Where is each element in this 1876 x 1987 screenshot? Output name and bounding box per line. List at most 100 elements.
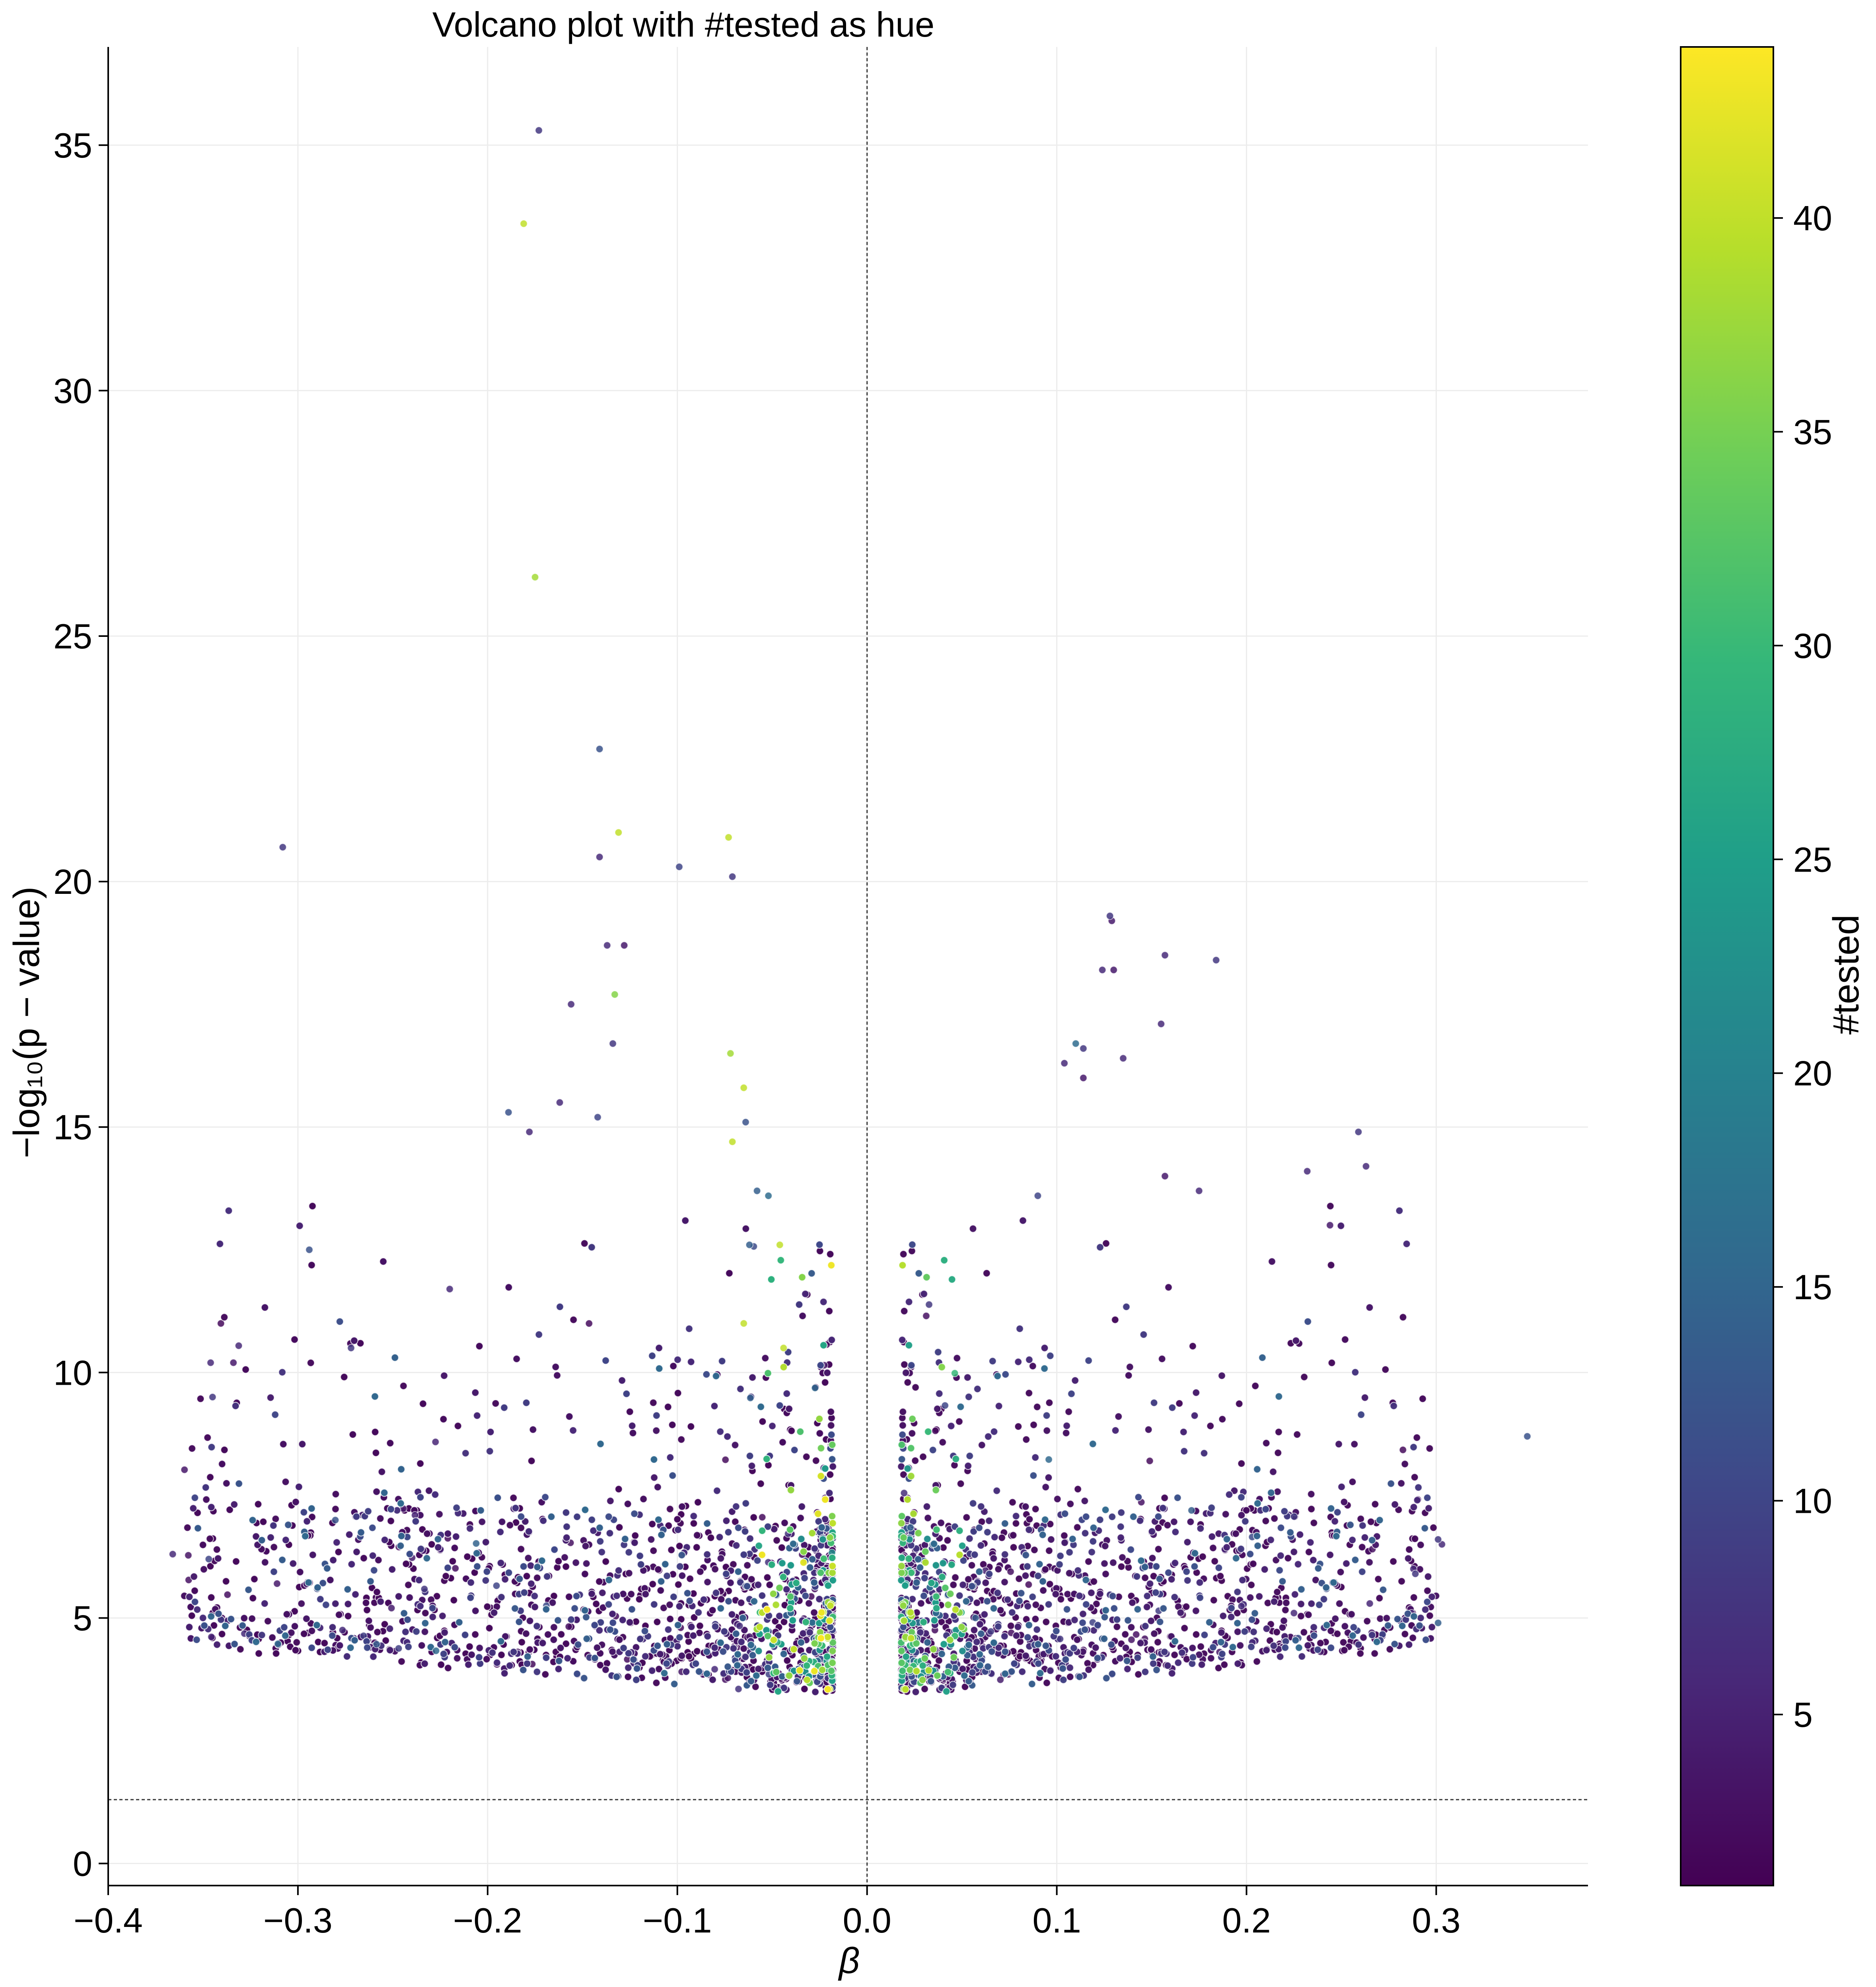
data-point xyxy=(218,1630,226,1638)
data-point xyxy=(264,1617,272,1625)
data-point xyxy=(903,1378,912,1387)
data-point xyxy=(1041,1344,1049,1352)
data-point xyxy=(639,1495,648,1503)
data-point xyxy=(517,1545,525,1553)
data-point xyxy=(1367,1518,1375,1526)
data-point xyxy=(778,1438,787,1446)
data-point xyxy=(1014,1423,1022,1430)
data-point xyxy=(1197,1643,1205,1651)
data-point xyxy=(1206,1422,1214,1430)
data-point xyxy=(1122,1644,1130,1652)
data-point xyxy=(562,1522,571,1531)
data-point xyxy=(710,1665,719,1674)
data-point xyxy=(333,1538,341,1547)
data-point xyxy=(300,1630,308,1638)
data-point xyxy=(493,1658,501,1667)
data-point xyxy=(372,1449,380,1457)
data-point xyxy=(1292,1337,1300,1345)
data-point xyxy=(1168,1669,1176,1678)
data-point xyxy=(207,1633,216,1641)
data-point xyxy=(1200,1449,1208,1458)
data-point xyxy=(1164,1283,1173,1292)
data-point xyxy=(475,1342,484,1350)
data-point xyxy=(1029,1421,1038,1429)
data-point xyxy=(1161,951,1169,959)
data-point xyxy=(675,1602,683,1610)
data-point xyxy=(1405,1545,1413,1554)
data-point xyxy=(1136,1639,1145,1647)
data-point xyxy=(1014,1623,1022,1631)
data-point xyxy=(478,1518,486,1526)
data-point xyxy=(1117,1522,1125,1531)
data-point xyxy=(1114,1412,1123,1421)
data-point xyxy=(1290,1609,1298,1617)
data-point xyxy=(902,1369,910,1377)
data-point xyxy=(1007,1622,1015,1630)
data-point xyxy=(329,1556,337,1564)
data-point xyxy=(748,1373,757,1382)
data-point xyxy=(282,1478,290,1486)
data-point xyxy=(1012,1631,1020,1640)
data-point xyxy=(985,1517,993,1525)
data-point xyxy=(652,1679,660,1687)
data-point xyxy=(553,1371,561,1380)
data-point xyxy=(1340,1498,1348,1506)
data-point xyxy=(1232,1530,1240,1538)
data-point xyxy=(1375,1594,1384,1602)
data-point xyxy=(200,1565,208,1573)
data-point xyxy=(687,1423,695,1430)
data-point xyxy=(180,1465,189,1474)
data-point xyxy=(1000,1578,1009,1586)
data-point xyxy=(631,1532,639,1540)
data-point xyxy=(428,1540,436,1549)
data-point xyxy=(1246,1594,1254,1602)
data-point xyxy=(595,853,604,861)
data-point xyxy=(1280,1617,1288,1625)
data-point xyxy=(1008,1608,1016,1617)
data-point xyxy=(1424,1572,1432,1581)
data-point xyxy=(758,1513,767,1522)
data-point xyxy=(451,1564,459,1572)
data-point xyxy=(191,1586,199,1595)
data-point xyxy=(439,1415,448,1423)
data-point xyxy=(1182,1602,1190,1611)
data-point xyxy=(994,1565,1002,1573)
data-point xyxy=(912,1688,920,1696)
data-point xyxy=(1031,1615,1039,1623)
data-point xyxy=(585,1319,593,1327)
data-point xyxy=(827,1408,835,1416)
data-point xyxy=(1160,1494,1169,1502)
data-point xyxy=(1262,1646,1271,1654)
data-point xyxy=(1413,1496,1421,1504)
data-point xyxy=(1159,1504,1167,1512)
data-point xyxy=(307,1627,316,1635)
data-point xyxy=(488,1648,496,1657)
data-point xyxy=(700,1596,708,1604)
data-point xyxy=(525,1645,534,1654)
data-point xyxy=(947,1422,956,1430)
data-point xyxy=(618,1376,626,1385)
data-point xyxy=(1326,1551,1334,1559)
data-point xyxy=(421,1628,429,1636)
data-point xyxy=(711,1565,719,1573)
data-point xyxy=(703,1578,712,1586)
data-point xyxy=(1031,1601,1040,1609)
data-point xyxy=(970,1626,978,1634)
data-point xyxy=(689,1631,697,1640)
data-point xyxy=(1154,1638,1162,1646)
data-point xyxy=(1216,1572,1224,1580)
data-point xyxy=(629,1429,637,1437)
data-point xyxy=(387,1604,396,1612)
data-point xyxy=(386,1625,394,1633)
data-point xyxy=(749,1513,758,1522)
data-point xyxy=(996,1606,1005,1614)
data-point xyxy=(1074,1567,1082,1574)
data-point xyxy=(1310,1519,1318,1527)
data-point xyxy=(282,1536,290,1544)
data-point xyxy=(1024,1580,1033,1589)
data-point xyxy=(544,1630,552,1639)
data-point xyxy=(619,1616,627,1624)
data-point xyxy=(464,1660,473,1669)
data-point xyxy=(1164,1662,1172,1670)
data-point xyxy=(326,1576,335,1584)
